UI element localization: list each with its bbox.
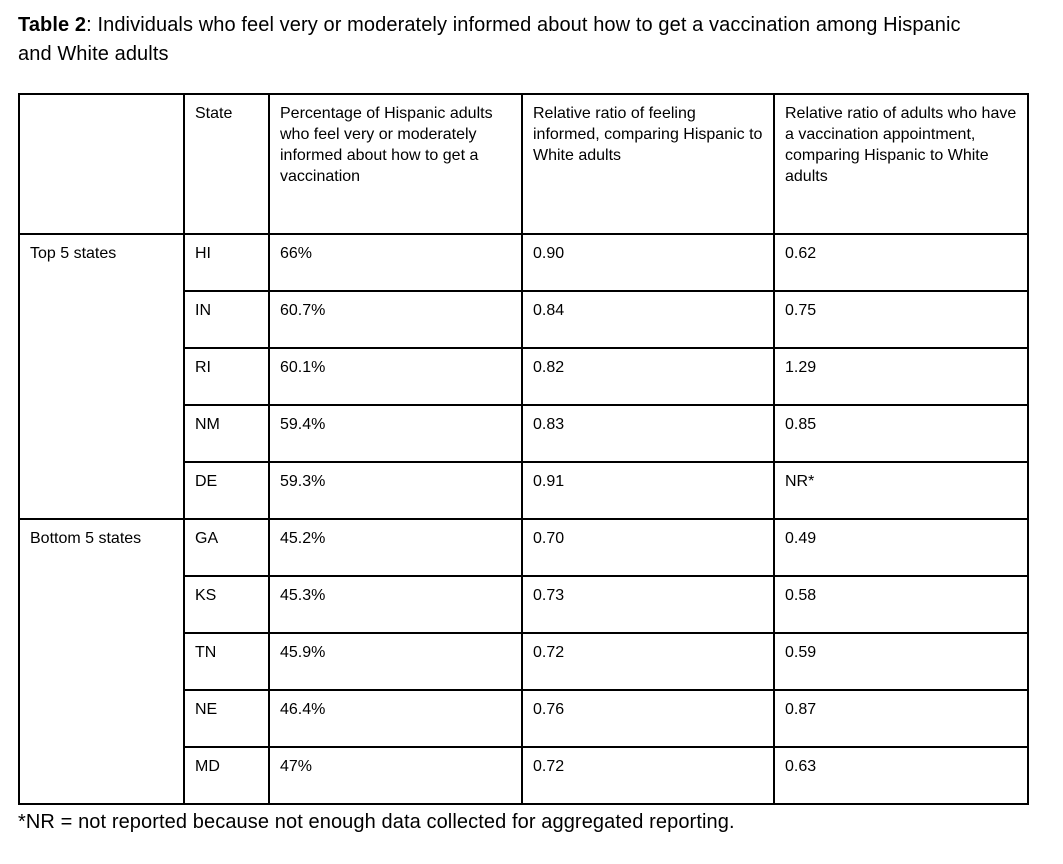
table-header-row: State Percentage of Hispanic adults who … bbox=[18, 93, 1029, 235]
percentage-cell: 60.1% bbox=[268, 347, 523, 406]
ratio-appointment-cell: 0.59 bbox=[773, 632, 1029, 691]
ratio-informed-cell: 0.76 bbox=[521, 689, 775, 748]
ratio-informed-cell: 0.91 bbox=[521, 461, 775, 520]
ratio-appointment-cell: 0.58 bbox=[773, 575, 1029, 634]
ratio-appointment-cell: 0.75 bbox=[773, 290, 1029, 349]
ratio-appointment-cell: 0.49 bbox=[773, 518, 1029, 577]
table-row: NE 46.4% 0.76 0.87 bbox=[19, 689, 1029, 748]
percentage-cell: 60.7% bbox=[268, 290, 523, 349]
ratio-informed-cell: 0.73 bbox=[521, 575, 775, 634]
table-title: Table 2: Individuals who feel very or mo… bbox=[18, 11, 983, 69]
table-row: NM 59.4% 0.83 0.85 bbox=[19, 404, 1029, 463]
ratio-appointment-cell: 0.87 bbox=[773, 689, 1029, 748]
header-ratio-appointment: Relative ratio of adults who have a vacc… bbox=[773, 93, 1029, 235]
state-cell: GA bbox=[183, 518, 270, 577]
ratio-appointment-cell: 0.63 bbox=[773, 746, 1029, 805]
ratio-informed-cell: 0.70 bbox=[521, 518, 775, 577]
ratio-informed-cell: 0.90 bbox=[521, 233, 775, 292]
header-corner-cell bbox=[18, 93, 185, 235]
group-label-top5: Top 5 states bbox=[18, 233, 185, 520]
table-row: KS 45.3% 0.73 0.58 bbox=[19, 575, 1029, 634]
state-cell: MD bbox=[183, 746, 270, 805]
ratio-informed-cell: 0.72 bbox=[521, 746, 775, 805]
percentage-cell: 47% bbox=[268, 746, 523, 805]
ratio-informed-cell: 0.82 bbox=[521, 347, 775, 406]
state-cell: RI bbox=[183, 347, 270, 406]
data-table: State Percentage of Hispanic adults who … bbox=[18, 93, 1029, 805]
percentage-cell: 59.3% bbox=[268, 461, 523, 520]
ratio-informed-cell: 0.72 bbox=[521, 632, 775, 691]
table-row: DE 59.3% 0.91 NR* bbox=[19, 461, 1029, 520]
percentage-cell: 45.9% bbox=[268, 632, 523, 691]
table-row: RI 60.1% 0.82 1.29 bbox=[19, 347, 1029, 406]
header-state: State bbox=[183, 93, 270, 235]
percentage-cell: 45.2% bbox=[268, 518, 523, 577]
header-percentage-informed: Percentage of Hispanic adults who feel v… bbox=[268, 93, 523, 235]
table-row: Top 5 states HI 66% 0.90 0.62 bbox=[18, 233, 1029, 520]
ratio-informed-cell: 0.84 bbox=[521, 290, 775, 349]
table-title-text: : Individuals who feel very or moderatel… bbox=[18, 14, 961, 65]
ratio-appointment-cell: 1.29 bbox=[773, 347, 1029, 406]
table-row: TN 45.9% 0.72 0.59 bbox=[19, 632, 1029, 691]
state-cell: TN bbox=[183, 632, 270, 691]
table-row: MD 47% 0.72 0.63 bbox=[19, 746, 1029, 805]
state-cell: HI bbox=[183, 233, 270, 292]
percentage-cell: 46.4% bbox=[268, 689, 523, 748]
percentage-cell: 45.3% bbox=[268, 575, 523, 634]
table-title-label: Table 2 bbox=[18, 14, 87, 36]
state-cell: NE bbox=[183, 689, 270, 748]
ratio-informed-cell: 0.83 bbox=[521, 404, 775, 463]
percentage-cell: 59.4% bbox=[268, 404, 523, 463]
percentage-cell: 66% bbox=[268, 233, 523, 292]
table-row: IN 60.7% 0.84 0.75 bbox=[19, 290, 1029, 349]
ratio-appointment-cell: NR* bbox=[773, 461, 1029, 520]
state-cell: IN bbox=[183, 290, 270, 349]
header-ratio-informed: Relative ratio of feeling informed, comp… bbox=[521, 93, 775, 235]
state-cell: DE bbox=[183, 461, 270, 520]
ratio-appointment-cell: 0.62 bbox=[773, 233, 1029, 292]
group-label-bottom5: Bottom 5 states bbox=[18, 518, 185, 805]
table-row: Bottom 5 states GA 45.2% 0.70 0.49 bbox=[18, 518, 1029, 805]
footnote: *NR = not reported because not enough da… bbox=[18, 811, 735, 833]
state-cell: NM bbox=[183, 404, 270, 463]
ratio-appointment-cell: 0.85 bbox=[773, 404, 1029, 463]
state-cell: KS bbox=[183, 575, 270, 634]
